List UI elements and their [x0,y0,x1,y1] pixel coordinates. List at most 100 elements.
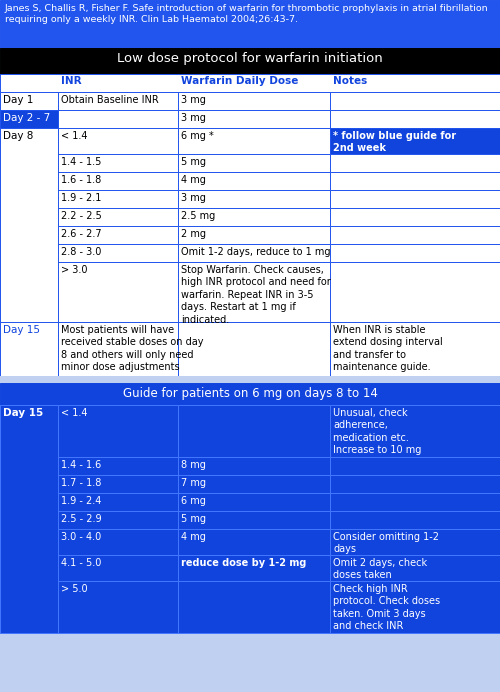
Text: > 5.0: > 5.0 [61,584,88,594]
Bar [330,405,500,457]
Text: < 1.4: < 1.4 [61,408,88,418]
Text: Unusual, check
adherence,
medication etc.
Increase to 10 mg: Unusual, check adherence, medication etc… [333,408,422,455]
Bar [58,110,178,128]
Bar [330,154,500,172]
Bar [0,0,500,48]
Bar [0,457,58,475]
Bar [0,405,58,633]
Bar [178,154,330,172]
Text: Day 15: Day 15 [3,408,43,418]
Bar [330,322,500,376]
Text: Day 8: Day 8 [3,131,34,141]
Text: 3 mg: 3 mg [181,95,206,105]
Text: 1.9 - 2.1: 1.9 - 2.1 [61,193,102,203]
Bar [330,457,500,475]
Text: 1.4 - 1.5: 1.4 - 1.5 [61,157,102,167]
Bar [0,154,58,172]
Text: 2.8 - 3.0: 2.8 - 3.0 [61,247,102,257]
Text: > 3.0: > 3.0 [61,265,88,275]
Bar [58,128,178,154]
Bar [330,262,500,322]
Bar [330,493,500,511]
Text: Most patients will have
received stable doses on day
8 and others will only need: Most patients will have received stable … [61,325,204,372]
Text: 5 mg: 5 mg [181,157,206,167]
Bar [0,128,58,322]
Bar [58,154,178,172]
Text: reduce dose by 1-2 mg: reduce dose by 1-2 mg [181,558,306,568]
Bar [0,475,58,493]
Text: * follow blue guide for
2nd week: * follow blue guide for 2nd week [333,131,456,154]
Text: Day 1: Day 1 [3,95,34,105]
Bar [178,226,330,244]
Text: 3.0 - 4.0: 3.0 - 4.0 [61,532,101,542]
Text: Consider omitting 1-2
days: Consider omitting 1-2 days [333,532,439,554]
Bar [0,322,58,376]
Bar [178,457,330,475]
Bar [58,529,178,555]
Bar [58,92,178,110]
Text: Warfarin Daily Dose: Warfarin Daily Dose [181,76,298,86]
Text: 3 mg: 3 mg [181,113,206,123]
Bar [0,581,58,633]
Text: 1.9 - 2.4: 1.9 - 2.4 [61,496,102,506]
Bar [0,208,58,226]
Bar [0,493,58,511]
Text: 3 mg: 3 mg [181,193,206,203]
Bar [178,262,330,322]
Bar [330,190,500,208]
Bar [0,48,500,74]
Text: Omit 2 days, check
doses taken: Omit 2 days, check doses taken [333,558,427,581]
Bar [178,128,330,154]
Bar [330,529,500,555]
Bar [330,555,500,581]
Bar [0,226,58,244]
Bar [0,383,500,405]
Bar [0,555,58,581]
Bar [58,226,178,244]
Text: 2.6 - 2.7: 2.6 - 2.7 [61,229,102,239]
Text: 2.2 - 2.5: 2.2 - 2.5 [61,211,102,221]
Bar [178,475,330,493]
Bar [178,529,330,555]
Text: Stop Warfarin. Check causes,
high INR protocol and need for
warfarin. Repeat INR: Stop Warfarin. Check causes, high INR pr… [181,265,331,325]
Text: 5 mg: 5 mg [181,514,206,524]
Text: Janes S, Challis R, Fisher F. Safe introduction of warfarin for thrombotic proph: Janes S, Challis R, Fisher F. Safe intro… [5,4,488,24]
Bar [58,172,178,190]
Text: When INR is stable
extend dosing interval
and transfer to
maintenance guide.: When INR is stable extend dosing interva… [333,325,443,372]
Text: Guide for patients on 6 mg on days 8 to 14: Guide for patients on 6 mg on days 8 to … [122,387,378,400]
Bar [58,457,178,475]
Bar [178,92,330,110]
Text: 8 mg: 8 mg [181,460,206,470]
Bar [178,555,330,581]
Bar [0,190,58,208]
Bar [178,172,330,190]
Bar [58,322,178,376]
Bar [330,172,500,190]
Bar [178,322,330,376]
Bar [330,208,500,226]
Text: 7 mg: 7 mg [181,478,206,488]
Bar [330,226,500,244]
Bar [58,262,178,322]
Text: 6 mg *: 6 mg * [181,131,214,141]
Bar [58,244,178,262]
Bar [58,581,178,633]
Bar [58,511,178,529]
Bar [0,128,58,154]
Text: 1.7 - 1.8: 1.7 - 1.8 [61,478,102,488]
Text: 4 mg: 4 mg [181,532,206,542]
Text: Day 2 - 7: Day 2 - 7 [3,113,50,123]
Text: 1.6 - 1.8: 1.6 - 1.8 [61,175,101,185]
Bar [58,190,178,208]
Text: 4.1 - 5.0: 4.1 - 5.0 [61,558,102,568]
Text: Day 15: Day 15 [3,325,40,335]
Bar [178,511,330,529]
Bar [0,511,58,529]
Bar [0,74,500,92]
Bar [0,110,58,128]
Bar [330,92,500,110]
Bar [178,208,330,226]
Text: < 1.4: < 1.4 [61,131,88,141]
Bar [0,262,58,322]
Bar [58,555,178,581]
